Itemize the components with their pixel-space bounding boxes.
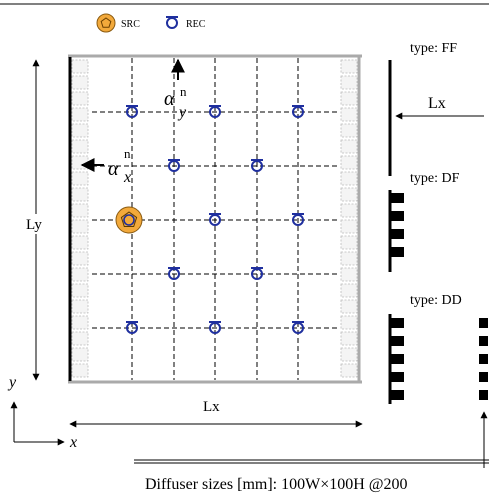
diffuser-cell (71, 299, 89, 314)
diffuser-cell (71, 203, 89, 218)
dd-diffuser (479, 390, 488, 400)
diffuser-cell (71, 59, 89, 74)
receiver-icon (292, 213, 304, 226)
source-icon (115, 206, 143, 234)
diffuser-cell (340, 363, 358, 378)
alpha-x-label: α (108, 158, 119, 180)
diffuser-cell (340, 219, 358, 234)
type-ff-label: type: FF (410, 41, 457, 56)
rec-legend-label: REC (186, 19, 206, 30)
df-diffuser (390, 211, 404, 221)
diffuser-cell (71, 283, 89, 298)
diffuser-cell (340, 235, 358, 250)
diffuser-cell (340, 347, 358, 362)
diffuser-cell (71, 235, 89, 250)
diffuser-cell (340, 251, 358, 266)
receiver-grid (92, 58, 340, 380)
receiver-icon (168, 159, 180, 172)
diffuser-cell (340, 267, 358, 282)
diffuser-cell (71, 171, 89, 186)
right-diffuser-column (340, 59, 358, 378)
diffuser-cell (71, 315, 89, 330)
diffuser-cell (71, 251, 89, 266)
diffuser-cell (71, 331, 89, 346)
dd-diffuser (390, 336, 404, 346)
dd-diffuser (479, 372, 488, 382)
diffuser-cell (71, 91, 89, 106)
diffuser-cell (340, 299, 358, 314)
diffuser-cell (71, 75, 89, 90)
lx-label: Lx (203, 399, 220, 415)
alpha-x-sub: x (123, 169, 131, 186)
alpha-y-sup: n (180, 84, 187, 99)
diffuser-cell (71, 155, 89, 170)
receiver-icon (209, 105, 221, 118)
receivers (126, 105, 304, 334)
diffuser-cell (71, 267, 89, 282)
diffuser-cell (71, 107, 89, 122)
type-dd-label: type: DD (410, 293, 462, 308)
dd-diffuser (390, 318, 404, 328)
dd-diffuser (390, 372, 404, 382)
ly-label-bg (24, 214, 50, 234)
diffuser-cell (340, 91, 358, 106)
left-diffuser-column (71, 59, 89, 378)
receiver-icon (251, 267, 263, 280)
y-axis-label: y (7, 374, 17, 391)
diffuser-cell (340, 107, 358, 122)
receiver-icon (168, 267, 180, 280)
diffuser-cell (340, 203, 358, 218)
diffuser-cell (71, 347, 89, 362)
type-df-label: type: DF (410, 171, 460, 186)
type-dd-wall-left (388, 314, 404, 404)
type-ff-width-label: Lx (428, 95, 446, 112)
diffuser-cell (340, 171, 358, 186)
diffuser-cell (340, 123, 358, 138)
src-legend-label: SRC (121, 19, 140, 30)
diffuser-cell (340, 315, 358, 330)
alpha-x-sup: n (124, 146, 131, 161)
dd-diffuser (479, 336, 488, 346)
diffuser-cell (340, 187, 358, 202)
diffuser-cell (340, 75, 358, 90)
diffuser-cell (71, 139, 89, 154)
type-df-wall (388, 190, 404, 272)
diffuser-cell (340, 139, 358, 154)
rec-legend-icon (166, 16, 178, 29)
dd-diffuser (390, 354, 404, 364)
alpha-y-label: α (164, 88, 175, 110)
df-diffuser (390, 229, 404, 239)
ly-label: Ly (26, 217, 42, 233)
receiver-icon (209, 321, 221, 334)
receiver-icon (126, 105, 138, 118)
src-legend-icon (96, 13, 116, 33)
dd-diffuser (479, 354, 488, 364)
diffuser-cell (71, 123, 89, 138)
type-dd-wall-right (479, 318, 488, 400)
x-axis-label: x (69, 434, 77, 451)
diffuser-cell (71, 187, 89, 202)
receiver-icon (292, 321, 304, 334)
receiver-icon (251, 159, 263, 172)
diffuser-cell (340, 155, 358, 170)
diffuser-cell (71, 363, 89, 378)
diffuser-cell (340, 331, 358, 346)
diffuser-cell (340, 59, 358, 74)
receiver-icon (292, 105, 304, 118)
diffuser-cell (340, 283, 358, 298)
legend: SRC REC (96, 13, 206, 33)
df-diffuser (390, 193, 404, 203)
receiver-icon (209, 213, 221, 226)
diffuser-size-text: Diffuser sizes [mm]: 100W×100H @200 (145, 476, 408, 493)
dd-diffuser (479, 318, 488, 328)
alpha-y-sub: y (177, 104, 187, 121)
dd-diffuser (390, 390, 404, 400)
df-diffuser (390, 247, 404, 257)
diffuser-cell (71, 219, 89, 234)
receiver-icon (126, 321, 138, 334)
